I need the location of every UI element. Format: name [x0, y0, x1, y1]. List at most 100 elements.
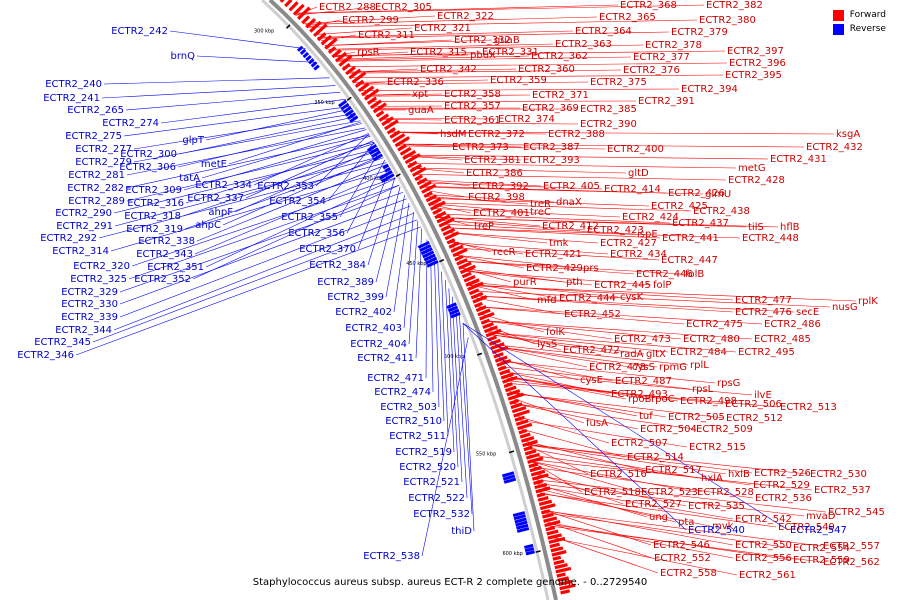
- forward-label: ECTR2_321: [414, 23, 471, 34]
- forward-label: ECTR2_486: [764, 319, 821, 330]
- forward-label-leader: [506, 382, 779, 408]
- forward-label: ECTR2_472: [563, 345, 620, 356]
- forward-label-leader: [505, 380, 724, 405]
- forward-label-leader: [445, 232, 599, 244]
- reverse-label-leader: [192, 184, 400, 280]
- reverse-label-leader: [114, 155, 383, 227]
- reverse-label-leader: [196, 163, 388, 242]
- reverse-label-leader: [339, 150, 380, 218]
- forward-label-leader: [469, 285, 857, 302]
- forward-label-leader: [530, 461, 583, 493]
- forward-label-leader: [328, 43, 554, 50]
- reverse-label-leader: [119, 191, 404, 293]
- reverse-gene: [305, 55, 312, 62]
- forward-label: ECTR2_427: [600, 238, 657, 249]
- reverse-gene: [524, 547, 535, 553]
- reverse-label: ECTR2_240: [45, 79, 102, 90]
- reverse-label: thiD: [451, 526, 472, 537]
- reverse-label-leader: [462, 323, 475, 532]
- forward-label: rpoC: [651, 394, 675, 405]
- reverse-label: ECTR2_343: [136, 249, 193, 260]
- legend-label-forward: Forward: [849, 10, 886, 20]
- forward-label: ECTR2_412: [542, 221, 599, 232]
- reverse-label-leader: [462, 322, 687, 531]
- forward-gene: [522, 439, 538, 448]
- forward-label: ECTR2_288: [319, 2, 376, 13]
- forward-label: ECTR2_530: [810, 469, 867, 480]
- reverse-label-leader: [182, 150, 380, 217]
- forward-label-leader: [518, 419, 688, 448]
- forward-label: ECTR2_432: [806, 142, 863, 153]
- reverse-label-leader: [101, 85, 336, 99]
- reverse-label-leader: [462, 322, 789, 531]
- forward-label-leader: [336, 54, 469, 60]
- forward-label-leader: [334, 51, 409, 57]
- forward-label: ECTR2_445: [594, 280, 651, 291]
- forward-gene: [316, 32, 327, 42]
- forward-label-leader: [493, 346, 588, 368]
- forward-label-leader: [317, 30, 574, 38]
- forward-label-leader: [544, 509, 652, 546]
- forward-label-leader: [307, 19, 341, 28]
- reverse-gene: [308, 58, 315, 65]
- forward-label: ECTR2_535: [688, 501, 745, 512]
- forward-label-leader: [509, 393, 725, 419]
- forward-label-leader: [381, 118, 443, 121]
- forward-label: ECTR2_421: [525, 249, 582, 260]
- reverse-gene: [450, 311, 461, 319]
- reverse-label-leader: [178, 116, 358, 155]
- forward-label: ECTR2_376: [623, 65, 680, 76]
- forward-gene: [324, 37, 338, 50]
- forward-label: ECTR2_515: [689, 442, 746, 453]
- forward-gene: [559, 583, 576, 591]
- forward-label-leader: [544, 510, 822, 547]
- forward-gene: [558, 579, 573, 587]
- reverse-label: ECTR2_290: [55, 208, 112, 219]
- forward-gene: [357, 82, 370, 93]
- forward-label: folP: [653, 280, 671, 291]
- reverse-label: ECTR2_316: [127, 198, 184, 209]
- forward-label-leader: [305, 16, 598, 25]
- reverse-label-leader: [234, 147, 379, 213]
- forward-label-leader: [450, 242, 609, 255]
- forward-label-leader: [463, 270, 652, 286]
- reverse-label: ECTR2_511: [389, 431, 446, 442]
- forward-label: ECTR2_526: [754, 468, 811, 479]
- reverse-gene: [340, 102, 350, 111]
- forward-gene: [440, 224, 451, 232]
- forward-gene: [463, 274, 476, 283]
- forward-gene: [470, 291, 484, 300]
- forward-label-leader: [418, 179, 471, 187]
- forward-gene: [392, 133, 406, 144]
- reverse-label-leader: [160, 99, 346, 124]
- forward-gene: [555, 566, 572, 574]
- forward-label: prs: [583, 263, 599, 274]
- forward-label-leader: [314, 27, 413, 35]
- reverse-label-leader: [375, 186, 401, 283]
- forward-label-leader: [347, 68, 517, 73]
- forward-label: xpt: [412, 89, 428, 100]
- reverse-label-leader: [445, 280, 455, 453]
- forward-label: ECTR2_559: [793, 555, 850, 566]
- forward-label: cysE: [580, 375, 603, 386]
- tick-label: 450 kbp: [406, 261, 426, 267]
- reverse-label-leader: [315, 133, 370, 187]
- forward-label-leader: [443, 227, 741, 239]
- forward-gene: [363, 88, 380, 101]
- forward-label: ECTR2_537: [814, 485, 871, 496]
- forward-gene: [530, 469, 546, 477]
- tick-mark: [395, 173, 401, 178]
- forward-label-leader: [403, 154, 769, 160]
- reverse-label-leader: [253, 133, 369, 186]
- forward-label-leader: [536, 479, 827, 513]
- reverse-gene: [338, 99, 348, 108]
- forward-gene: [552, 555, 562, 561]
- reverse-label: ECTR2_540: [688, 525, 745, 536]
- reverse-label: ECTR2_309: [125, 185, 182, 196]
- legend-item-reverse: Reverse: [832, 22, 886, 36]
- forward-label-leader: [493, 346, 658, 368]
- reverse-label: ECTR2_345: [34, 337, 91, 348]
- forward-label: tmk: [549, 238, 569, 249]
- tick-mark: [285, 24, 291, 29]
- forward-label-leader: [513, 403, 639, 430]
